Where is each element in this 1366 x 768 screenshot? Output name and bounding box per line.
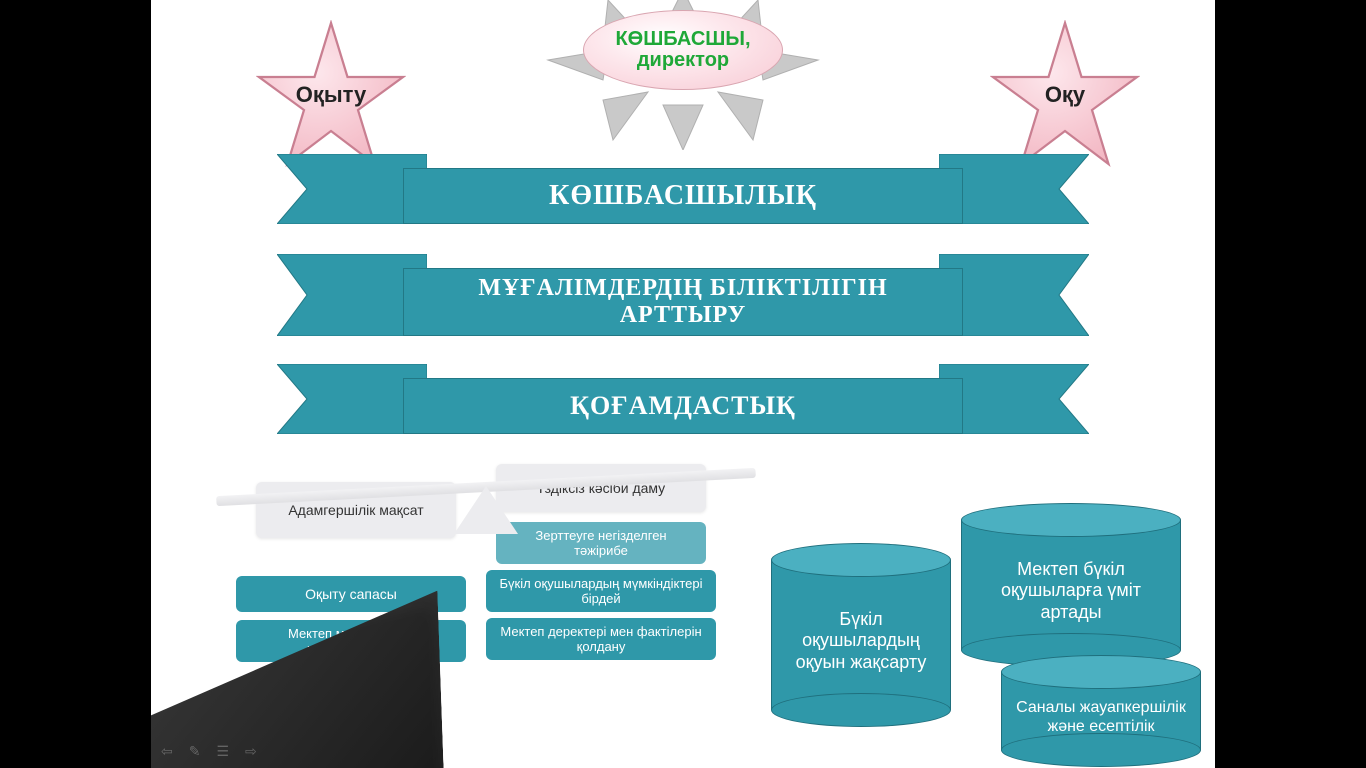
leader-line2: директор <box>637 50 729 71</box>
cylinder-3-label: Саналы жауапкершілік және есептілік <box>1001 672 1201 750</box>
slide-nav: ⇦ ✎ ☰ ⇨ <box>161 743 257 760</box>
ribbon-2: МҰҒАЛІМДЕРДІҢ БІЛІКТІЛІГІН АРТТЫРУ <box>277 268 1089 336</box>
star-right-label: Оқу <box>990 20 1140 170</box>
sunburst: КӨШБАСШЫ, директор <box>503 0 863 150</box>
cylinder-improve-learning: Бүкіл оқушылардың оқуын жақсарту <box>771 560 951 710</box>
star-left: Оқыту <box>256 20 406 170</box>
tile-equal-opportunity: Бүкіл оқушылардың мүмкіндіктері бірдей <box>486 570 716 612</box>
ribbon-1: КӨШБАСШЫЛЫҚ <box>277 168 1089 224</box>
ribbon-2-label: МҰҒАЛІМДЕРДІҢ БІЛІКТІЛІГІН АРТТЫРУ <box>403 268 963 336</box>
seesaw-fulcrum <box>454 486 518 534</box>
tile-school-data: Мектеп деректері мен фактілерін қолдану <box>486 618 716 660</box>
tile-research-practice: Зерттеуге негізделген тәжірибе <box>496 522 706 564</box>
ribbon-3: ҚОҒАМДАСТЫҚ <box>277 378 1089 434</box>
nav-menu-icon[interactable]: ☰ <box>216 743 229 760</box>
leader-ellipse: КӨШБАСШЫ, директор <box>583 10 783 90</box>
nav-pen-icon[interactable]: ✎ <box>189 743 201 760</box>
cylinder-accountability: Саналы жауапкершілік және есептілік <box>1001 672 1201 750</box>
star-left-label: Оқыту <box>256 20 406 170</box>
slide: КӨШБАСШЫ, директор Оқыту Оқу КӨШБАСШЫЛЫҚ… <box>151 0 1215 768</box>
cylinder-2-label: Мектеп бүкіл оқушыларға үміт артады <box>961 520 1181 650</box>
cylinder-1-label: Бүкіл оқушылардың оқуын жақсарту <box>771 560 951 710</box>
nav-prev-icon[interactable]: ⇦ <box>161 743 173 760</box>
ribbon-1-label: КӨШБАСШЫЛЫҚ <box>403 168 963 224</box>
corner-swoosh <box>151 591 444 768</box>
ribbon-3-label: ҚОҒАМДАСТЫҚ <box>403 378 963 434</box>
leader-line1: КӨШБАСШЫ, <box>615 29 750 50</box>
nav-next-icon[interactable]: ⇨ <box>245 743 257 760</box>
cylinder-hope: Мектеп бүкіл оқушыларға үміт артады <box>961 520 1181 650</box>
star-right: Оқу <box>990 20 1140 170</box>
